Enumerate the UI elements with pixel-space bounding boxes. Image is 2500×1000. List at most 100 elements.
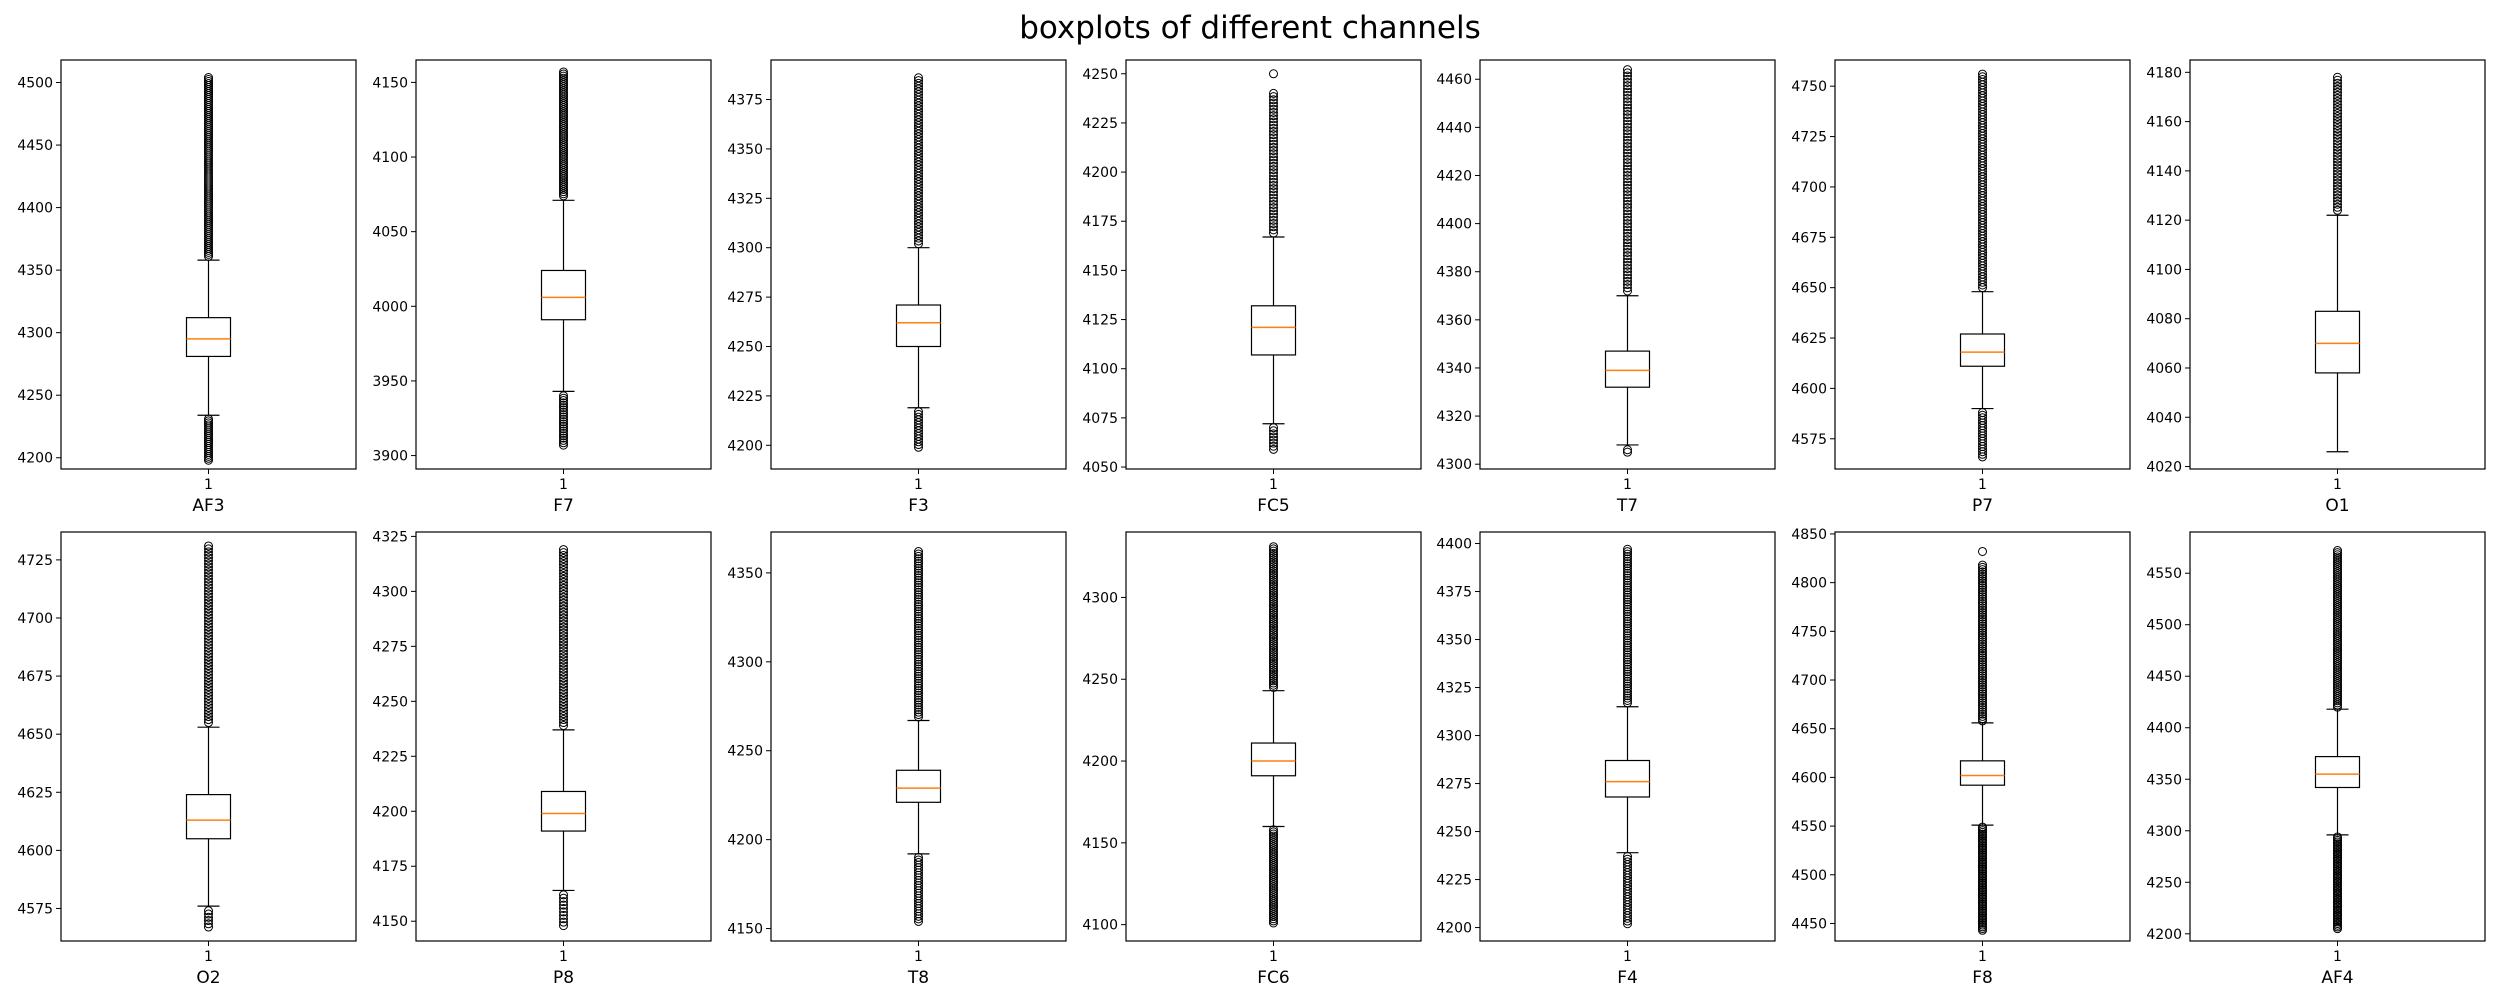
outlier-point	[914, 409, 923, 419]
outlier-point	[1269, 557, 1278, 567]
outlier-point	[1978, 705, 1987, 715]
outlier-point	[2333, 118, 2342, 128]
outlier-point	[2333, 90, 2342, 100]
outlier-point	[1269, 161, 1278, 171]
outlier-point	[559, 721, 568, 731]
outlier-point	[2333, 145, 2342, 155]
y-tick-label: 4300	[727, 241, 763, 257]
outlier-point	[1978, 659, 1987, 669]
y-tick-label: 4125	[1082, 313, 1118, 329]
outlier-point	[1623, 196, 1632, 206]
outlier-point	[1269, 641, 1278, 651]
outlier-point	[559, 577, 568, 587]
x-tick-label: 1	[204, 477, 213, 493]
outlier-point	[914, 852, 923, 862]
outlier-point	[204, 712, 213, 722]
x-tick-label: 1	[204, 949, 213, 965]
outlier-point	[204, 595, 213, 605]
outlier-point	[1978, 72, 1987, 82]
outlier-point	[1978, 678, 1987, 688]
outlier-point	[1623, 571, 1632, 581]
outlier-point	[2333, 169, 2342, 179]
outlier-point	[1623, 187, 1632, 197]
outlier-point	[559, 403, 568, 413]
outlier-point	[559, 900, 568, 910]
outlier-point	[914, 604, 923, 614]
outlier-point	[204, 661, 213, 671]
outlier-point	[1623, 110, 1632, 120]
y-tick-label: 4000	[372, 299, 408, 315]
x-tick-label: 1	[559, 949, 568, 965]
outlier-point	[1623, 93, 1632, 103]
outlier-point	[1623, 650, 1632, 660]
outlier-point	[2333, 142, 2342, 152]
outlier-point	[1978, 580, 1987, 590]
outlier-point	[1269, 219, 1278, 229]
outlier-point	[914, 671, 923, 681]
outlier-point	[204, 634, 213, 644]
outlier-point	[1269, 660, 1278, 670]
outlier-point	[1623, 590, 1632, 600]
y-tick-label: 4175	[1082, 214, 1118, 230]
outlier-point	[1623, 592, 1632, 602]
outlier-point	[1269, 667, 1278, 677]
outlier-point	[1623, 219, 1632, 229]
outlier-point	[1623, 267, 1632, 277]
outlier-point	[204, 574, 213, 584]
outlier-point	[204, 592, 213, 602]
outlier-point	[2333, 178, 2342, 188]
outlier-point	[914, 571, 923, 581]
outlier-point	[1623, 566, 1632, 576]
y-tick-label: 4275	[727, 290, 763, 306]
outlier-point	[1269, 149, 1278, 159]
outlier-point	[1269, 608, 1278, 618]
outlier-point	[1269, 601, 1278, 611]
outlier-point	[559, 670, 568, 680]
outlier-point	[204, 622, 213, 632]
outlier-point	[1269, 123, 1278, 133]
outlier-point	[914, 583, 923, 593]
y-tick-label: 4225	[727, 389, 763, 405]
y-tick-label: 4750	[1791, 79, 1827, 95]
outlier-point	[1623, 683, 1632, 693]
outlier-point	[1623, 695, 1632, 705]
outlier-point	[204, 610, 213, 620]
outlier-point	[1623, 585, 1632, 595]
outlier-point	[2333, 133, 2342, 143]
outlier-point	[1269, 671, 1278, 681]
outlier-point	[1623, 854, 1632, 864]
y-tick-label: 4075	[1082, 411, 1118, 427]
outlier-point	[204, 586, 213, 596]
x-axis-label: F3	[908, 496, 929, 516]
outlier-point	[559, 664, 568, 674]
outlier-point	[1269, 586, 1278, 596]
outlier-point	[1978, 696, 1987, 706]
outlier-point	[914, 681, 923, 691]
outlier-point	[1623, 251, 1632, 261]
x-axis-label: AF3	[192, 496, 224, 516]
outlier-point	[914, 645, 923, 655]
outlier-point	[914, 568, 923, 578]
outlier-point	[1623, 170, 1632, 180]
outlier-point	[914, 633, 923, 643]
outlier-point	[559, 655, 568, 665]
outlier-point	[204, 643, 213, 653]
outlier-point	[1623, 623, 1632, 633]
y-tick-label: 4380	[1436, 265, 1472, 281]
iqr-box	[540, 269, 587, 321]
outlier-point	[1623, 599, 1632, 609]
outlier-point	[914, 690, 923, 700]
outlier-point	[2333, 72, 2342, 82]
outlier-point	[204, 414, 213, 424]
outlier-point	[559, 649, 568, 659]
outlier-point	[1978, 698, 1987, 708]
outlier-point	[1623, 631, 1632, 641]
outlier-point	[1623, 551, 1632, 561]
outlier-point	[559, 433, 568, 443]
outlier-point	[914, 858, 923, 868]
outlier-point	[1623, 669, 1632, 679]
outlier-point	[1269, 827, 1278, 837]
outlier-point	[1623, 106, 1632, 116]
boxplot-panel: 4200 4225 4250 4275 4300 4325 4350 4375 4400 1 F4	[1436, 531, 1776, 988]
outlier-point	[1623, 283, 1632, 293]
